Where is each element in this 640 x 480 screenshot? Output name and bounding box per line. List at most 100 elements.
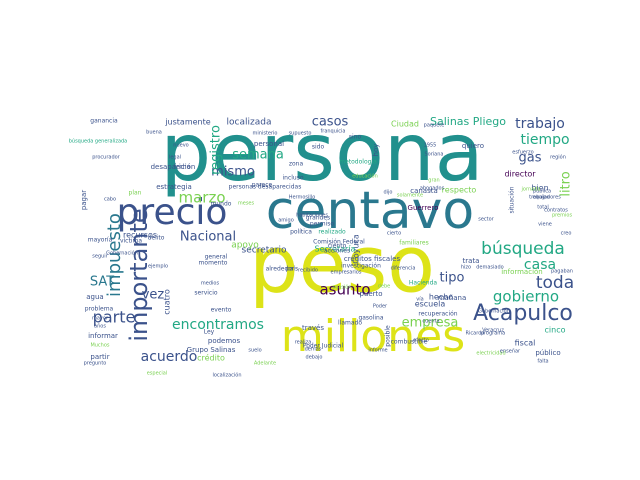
word-8: búsqueda xyxy=(481,239,565,259)
word-145: mundo xyxy=(211,201,232,208)
word-84: general xyxy=(205,254,228,261)
word-74: desaparición xyxy=(151,163,196,171)
word-76: delito xyxy=(148,235,165,242)
word-80: sino xyxy=(349,134,362,141)
word-53: público xyxy=(535,349,560,357)
word-115: localización xyxy=(212,372,241,379)
word-172: solamente xyxy=(397,193,423,199)
word-92: servicio xyxy=(194,290,217,297)
word-55: Ciudad xyxy=(391,120,419,129)
word-57: Ley xyxy=(204,329,215,336)
word-153: Soriana xyxy=(425,152,444,158)
word-63: información xyxy=(501,268,543,276)
word-85: esfuerzo xyxy=(512,150,533,156)
word-31: localizada xyxy=(227,118,272,128)
word-134: premios xyxy=(552,213,573,219)
word-60: estrategia xyxy=(156,183,192,191)
word-121: posible xyxy=(385,325,392,347)
word-110: pública xyxy=(533,188,551,195)
word-160: efecto xyxy=(413,338,429,344)
word-117: Veracruz xyxy=(482,328,504,334)
word-161: vía xyxy=(416,296,423,303)
word-10: toda xyxy=(536,273,574,293)
word-16: mismo xyxy=(211,165,255,180)
word-61: gasolina xyxy=(358,315,383,322)
word-133: contratos xyxy=(544,208,568,214)
word-25: empresa xyxy=(402,316,459,331)
word-20: trabajo xyxy=(515,116,565,132)
word-126: legal xyxy=(169,155,181,161)
word-95: realizado xyxy=(318,229,346,236)
word-78: mayoría xyxy=(88,237,113,244)
word-82: recuperación xyxy=(418,311,457,318)
word-3: millones xyxy=(281,311,465,362)
word-67: grandes xyxy=(306,215,330,222)
word-73: parece xyxy=(252,182,273,189)
word-28: litro xyxy=(559,171,574,196)
word-100: procurador xyxy=(92,155,120,161)
word-62: través xyxy=(302,324,324,332)
word-32: justamente xyxy=(164,118,210,127)
word-152: franquicia xyxy=(321,129,346,135)
word-150: Hermosillo xyxy=(289,195,316,201)
word-156: ocasión xyxy=(332,284,351,291)
word-103: años xyxy=(94,324,106,330)
word-69: cuatro xyxy=(163,289,172,315)
word-11: encontramos xyxy=(172,317,264,333)
word-97: pagar xyxy=(80,190,88,210)
word-37: fiscal xyxy=(515,339,536,348)
word-154: paquete xyxy=(424,123,445,129)
word-14: parte xyxy=(93,308,136,327)
word-112: sector xyxy=(478,217,494,223)
word-137: pagaban xyxy=(551,269,573,275)
word-107: región xyxy=(550,154,566,161)
word-56: personal xyxy=(254,140,284,148)
word-105: especial xyxy=(147,371,168,377)
word-109: abogados xyxy=(420,186,445,192)
word-138: equipo xyxy=(532,195,549,201)
word-5: importante xyxy=(125,208,153,341)
word-93: país xyxy=(286,266,298,273)
word-87: Poder Judicial xyxy=(303,343,344,350)
word-114: trabajadores xyxy=(529,195,561,201)
word-168: demasiado xyxy=(476,265,503,271)
word-158: diferencia xyxy=(391,266,416,272)
word-113: creo xyxy=(561,231,572,237)
word-46: puerto xyxy=(359,290,382,298)
word-58: canasta xyxy=(410,187,438,195)
word-40: apoyo xyxy=(231,241,259,251)
word-147: cabo xyxy=(104,197,116,203)
word-68: hoy xyxy=(372,144,380,157)
word-13: asunto xyxy=(319,281,370,299)
word-98: ganancia xyxy=(90,118,118,125)
word-17: semana xyxy=(232,148,284,163)
word-122: supuesto xyxy=(289,131,312,137)
word-39: bien xyxy=(531,184,548,193)
word-36: Secretaría xyxy=(315,245,356,254)
word-52: cinco xyxy=(545,326,566,335)
word-30: Salinas Pliego xyxy=(430,115,506,128)
word-119: combustible xyxy=(391,339,428,346)
word-41: Guerrero xyxy=(408,204,439,212)
word-125: buena xyxy=(146,130,162,136)
word-159: recibido xyxy=(298,268,318,274)
word-175: 1955 xyxy=(424,143,437,149)
word-34: Coyuca xyxy=(352,234,361,264)
word-59: respecto xyxy=(442,186,477,195)
word-70: personas desaparecidas xyxy=(229,184,302,191)
word-54: trata xyxy=(463,257,480,265)
word-101: seguir xyxy=(92,254,108,260)
word-169: enseñar xyxy=(500,349,521,355)
word-157: empresarios xyxy=(331,270,362,276)
word-45: mañana xyxy=(438,294,467,302)
word-49: podemos xyxy=(208,337,241,345)
word-116: falta xyxy=(537,359,548,365)
word-42: permiso xyxy=(310,221,334,228)
word-130: cuenta xyxy=(422,319,439,325)
word-2: centavo xyxy=(266,181,474,241)
word-143: cierto xyxy=(387,231,401,237)
word-4: precio xyxy=(117,192,228,233)
word-132: jornada xyxy=(521,187,541,193)
word-146: fecha xyxy=(174,164,191,171)
